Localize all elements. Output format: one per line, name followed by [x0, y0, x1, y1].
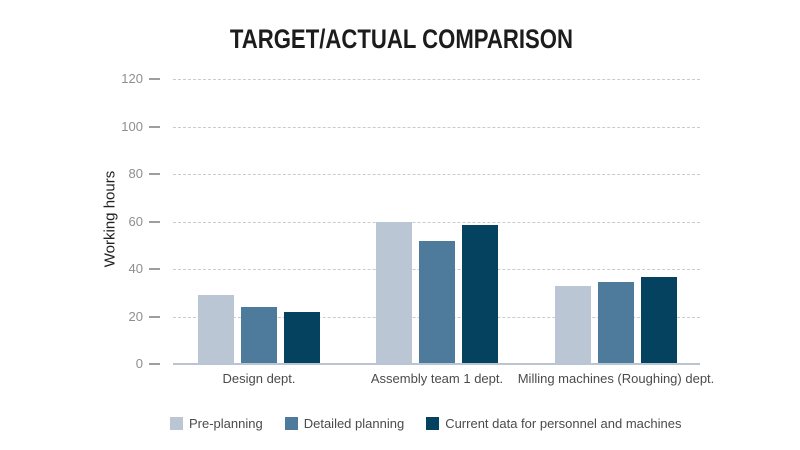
gridline [173, 126, 700, 128]
bar [376, 221, 412, 364]
y-tick-mark [149, 78, 160, 80]
plot-area [173, 79, 700, 365]
y-tick-label: 100 [121, 118, 143, 134]
legend-label: Detailed planning [303, 416, 405, 431]
y-tick-label: 80 [128, 166, 143, 181]
bar [555, 285, 591, 364]
bar [598, 282, 634, 364]
x-category-label: Design dept. [222, 371, 296, 386]
y-tick-label: 40 [128, 261, 143, 276]
legend-swatch [284, 417, 298, 430]
chart-title: TARGET/ACTUAL COMPARISON [229, 24, 574, 54]
y-tick-label: 20 [128, 308, 143, 324]
legend-item: Pre-planning [170, 416, 263, 431]
y-tick-mark [149, 173, 160, 175]
y-tick-label: 60 [128, 213, 143, 229]
legend: Pre-planning Detailed planning Current dat… [170, 416, 682, 431]
y-tick-mark [149, 363, 160, 365]
y-tick-mark [149, 268, 160, 270]
gridline [173, 79, 700, 80]
gridline [173, 174, 700, 175]
y-tick-label: 0 [135, 356, 143, 371]
gridline [173, 221, 700, 223]
y-tick-mark [149, 125, 160, 128]
bar [198, 295, 234, 364]
legend-item: Current data for personnel and machines [426, 416, 682, 431]
bar [462, 225, 498, 364]
y-tick-mark [149, 220, 160, 223]
legend-label: Current data for personnel and machines [445, 416, 682, 431]
bar [284, 311, 320, 364]
bar [641, 277, 677, 364]
bar [419, 240, 455, 364]
y-tick-label: 120 [121, 71, 143, 86]
legend-swatch [170, 417, 183, 430]
y-tick-mark [149, 315, 160, 318]
legend-item: Detailed planning [284, 416, 405, 431]
x-category-label: Assembly team 1 dept. [370, 371, 504, 386]
legend-swatch [426, 417, 440, 430]
legend-label: Pre-planning [189, 416, 263, 431]
bar [241, 307, 277, 364]
x-axis-line [173, 363, 700, 365]
x-category-label: Milling machines (Roughing) dept. [517, 371, 715, 386]
